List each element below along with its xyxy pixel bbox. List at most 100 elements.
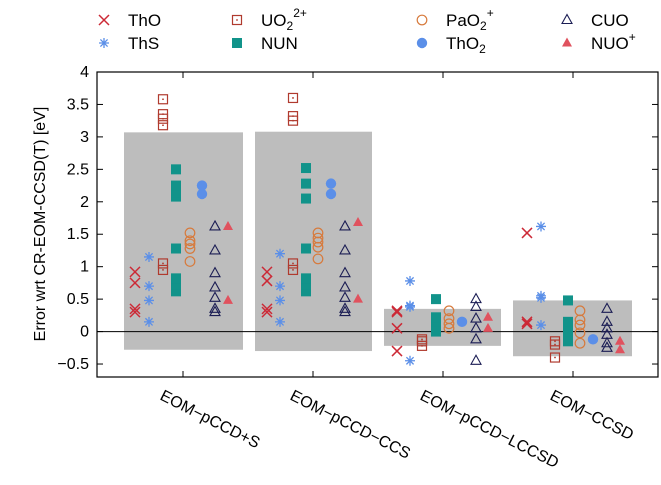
data-point — [301, 178, 311, 189]
data-point — [157, 264, 169, 276]
legend-marker — [561, 13, 573, 25]
data-point — [470, 354, 482, 365]
data-point — [536, 320, 546, 331]
data-point — [184, 235, 196, 247]
legend-label: ThO2 — [446, 34, 486, 56]
legend-entry: UO22+ — [231, 6, 307, 33]
data-point — [157, 94, 169, 105]
legend-entry: NUO+ — [562, 30, 636, 53]
data-point — [209, 291, 221, 302]
data-point — [431, 326, 441, 337]
data-point — [144, 295, 154, 306]
data-point — [209, 243, 221, 255]
data-point — [129, 306, 141, 318]
data-point — [171, 279, 181, 290]
data-point — [301, 279, 311, 290]
legend-label: PaO2+ — [446, 6, 494, 33]
legend-marker — [416, 14, 428, 26]
data-point — [287, 111, 299, 122]
data-point — [483, 322, 493, 332]
data-point — [574, 305, 586, 317]
data-point — [301, 273, 311, 284]
data-point — [301, 243, 311, 254]
legend-label: NUO+ — [591, 30, 636, 53]
legend-marker — [98, 14, 110, 26]
data-point — [301, 163, 311, 174]
data-point — [129, 266, 141, 278]
data-point — [184, 256, 196, 267]
data-point — [470, 300, 482, 311]
data-point — [536, 221, 546, 232]
data-point — [339, 302, 351, 313]
data-point — [261, 306, 273, 318]
data-point — [129, 303, 141, 315]
data-point — [483, 311, 493, 321]
data-point — [339, 219, 351, 231]
data-point — [287, 264, 299, 276]
legend-entry: ThO2 — [416, 34, 486, 56]
data-point — [171, 164, 181, 175]
data-point — [443, 313, 455, 324]
data-point — [615, 335, 625, 345]
data-point — [470, 311, 482, 323]
legend-marker — [99, 38, 109, 48]
data-point — [391, 306, 403, 318]
data-point — [339, 291, 351, 302]
data-point — [353, 293, 363, 303]
x-category-label: EOM−pCCD−LCCSD — [417, 387, 561, 472]
y-tick-label: 3.5 — [67, 96, 89, 113]
data-point — [601, 321, 613, 333]
legend-marker — [231, 14, 243, 26]
legend-entry: PaO2+ — [416, 6, 494, 33]
data-point — [563, 326, 573, 337]
data-point — [431, 312, 441, 323]
legend-marker — [562, 37, 572, 47]
data-point — [405, 275, 415, 286]
data-point — [196, 188, 208, 200]
data-point — [184, 238, 196, 250]
data-point — [574, 319, 586, 331]
plot-frame — [96, 71, 659, 378]
data-point — [405, 355, 415, 366]
data-point — [209, 219, 221, 231]
data-point — [223, 294, 233, 304]
data-point — [391, 322, 403, 334]
legend-entry: ThS — [99, 34, 159, 53]
data-point — [339, 243, 351, 255]
data-point — [416, 334, 428, 345]
y-tick-label: 2.5 — [67, 161, 89, 178]
data-point — [157, 120, 169, 131]
data-point — [209, 302, 221, 313]
data-point — [443, 318, 455, 330]
y-tick-label: 0.5 — [67, 291, 89, 308]
range-box — [124, 132, 243, 350]
data-point — [521, 227, 533, 239]
data-point — [353, 217, 363, 227]
legend-entry: NUN — [232, 34, 298, 53]
legend-entry: CUO — [561, 11, 629, 30]
data-point — [301, 193, 311, 204]
y-axis-title: Error wrt CR-EOM-CCSD(T) [eV] — [32, 107, 49, 342]
data-point — [563, 336, 573, 347]
data-point — [209, 266, 221, 278]
data-point — [261, 275, 273, 287]
data-point — [536, 290, 546, 301]
range-box — [384, 308, 501, 346]
y-tick-label: 3 — [80, 129, 89, 146]
data-point — [470, 332, 482, 344]
data-point — [209, 280, 221, 292]
legend-label: ThO — [128, 11, 161, 30]
data-point — [615, 344, 625, 354]
data-point — [563, 295, 573, 306]
data-point — [144, 281, 154, 292]
data-point — [443, 305, 455, 317]
y-tick-label: 2 — [80, 194, 89, 211]
data-point — [601, 328, 613, 339]
data-point — [157, 109, 169, 120]
x-category-label: EOM−CCSD — [547, 387, 636, 444]
data-point — [287, 92, 299, 104]
data-point — [171, 187, 181, 198]
data-point — [574, 327, 586, 339]
data-point — [391, 345, 403, 357]
data-point — [171, 180, 181, 191]
